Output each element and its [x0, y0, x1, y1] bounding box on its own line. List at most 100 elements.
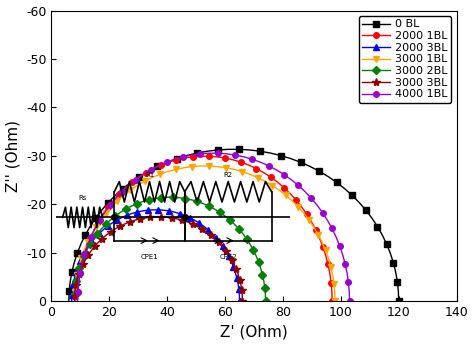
3000 2BL	[103, 222, 109, 226]
3000 1BL	[255, 176, 260, 180]
0 BL	[387, 251, 393, 255]
3000 3BL	[239, 294, 245, 298]
0 BL	[105, 200, 111, 205]
0 BL	[99, 208, 104, 212]
2000 3BL	[223, 249, 229, 253]
2000 3BL	[205, 228, 211, 232]
3000 2BL	[140, 199, 146, 204]
3000 3BL	[231, 263, 237, 267]
3000 3BL	[82, 258, 88, 262]
2000 3BL	[85, 244, 91, 248]
4000 1BL	[140, 172, 146, 177]
3000 3BL	[238, 283, 244, 287]
4000 1BL	[164, 160, 169, 164]
4000 1BL	[249, 157, 255, 161]
3000 2BL	[247, 242, 253, 246]
3000 3BL	[103, 233, 109, 237]
3000 1BL	[206, 164, 212, 168]
4000 1BL	[155, 164, 161, 168]
2000 1BL	[105, 205, 111, 209]
3000 3BL	[127, 220, 132, 224]
2000 1BL	[304, 212, 310, 216]
4000 1BL	[319, 210, 325, 215]
3000 3BL	[99, 237, 105, 241]
4000 1BL	[113, 196, 118, 200]
0 BL	[69, 270, 75, 274]
3000 3BL	[73, 283, 79, 287]
3000 2BL	[158, 196, 164, 200]
0 BL	[66, 299, 72, 303]
4000 1BL	[172, 157, 178, 161]
4000 1BL	[266, 164, 272, 168]
4000 1BL	[289, 178, 294, 182]
3000 3BL	[153, 215, 159, 219]
0 BL	[374, 225, 380, 229]
2000 1BL	[329, 290, 335, 294]
4000 1BL	[340, 252, 346, 256]
4000 1BL	[107, 203, 113, 207]
3000 1BL	[311, 225, 317, 229]
2000 3BL	[71, 282, 76, 286]
2000 1BL	[317, 236, 322, 240]
3000 3BL	[72, 299, 77, 303]
3000 1BL	[76, 265, 82, 269]
2000 1BL	[87, 236, 93, 240]
Line: 2000 1BL: 2000 1BL	[75, 154, 335, 304]
3000 2BL	[261, 279, 267, 283]
2000 1BL	[268, 175, 273, 179]
0 BL	[317, 169, 322, 173]
2000 3BL	[155, 208, 161, 212]
2000 1BL	[313, 228, 319, 232]
3000 3BL	[235, 273, 241, 277]
2000 3BL	[228, 259, 234, 264]
3000 1BL	[149, 176, 155, 180]
2000 3BL	[69, 299, 74, 303]
3000 3BL	[226, 253, 232, 257]
4000 1BL	[97, 218, 102, 223]
4000 1BL	[75, 289, 81, 294]
4000 1BL	[181, 155, 186, 159]
3000 3BL	[234, 267, 239, 272]
2000 3BL	[201, 224, 207, 228]
2000 3BL	[80, 254, 85, 258]
3000 2BL	[118, 210, 123, 214]
3000 1BL	[330, 273, 336, 277]
3000 1BL	[332, 299, 338, 303]
4000 1BL	[79, 262, 85, 266]
4000 1BL	[148, 168, 154, 172]
Line: 3000 3BL: 3000 3BL	[71, 213, 246, 305]
2000 1BL	[323, 253, 328, 257]
3000 1BL	[306, 218, 312, 222]
2000 1BL	[75, 299, 81, 303]
3000 3BL	[108, 230, 113, 234]
3000 2BL	[244, 237, 249, 241]
3000 1BL	[276, 188, 282, 192]
3000 3BL	[74, 278, 80, 282]
3000 2BL	[206, 204, 211, 208]
3000 3BL	[190, 222, 195, 226]
4000 1BL	[329, 226, 335, 230]
2000 1BL	[95, 220, 101, 224]
3000 3BL	[239, 288, 245, 292]
0 BL	[342, 187, 347, 191]
4000 1BL	[314, 203, 320, 207]
4000 1BL	[295, 183, 301, 187]
3000 1BL	[114, 199, 120, 203]
0 BL	[72, 260, 77, 265]
3000 3BL	[89, 249, 94, 253]
3000 2BL	[73, 279, 79, 283]
4000 1BL	[76, 280, 82, 284]
0 BL	[78, 242, 84, 246]
4000 1BL	[281, 172, 287, 177]
2000 1BL	[117, 192, 122, 196]
2000 1BL	[190, 155, 195, 159]
3000 1BL	[323, 248, 328, 253]
3000 1BL	[301, 211, 307, 216]
3000 3BL	[194, 224, 200, 228]
0 BL	[82, 233, 88, 237]
2000 1BL	[238, 160, 244, 164]
4000 1BL	[273, 168, 279, 172]
3000 2BL	[79, 260, 84, 264]
3000 2BL	[72, 299, 77, 303]
0 BL	[395, 289, 401, 293]
